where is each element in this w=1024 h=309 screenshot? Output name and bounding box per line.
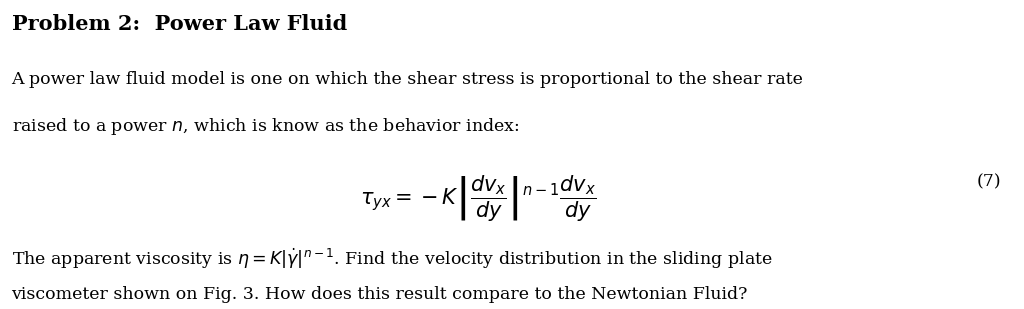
Text: (7): (7): [977, 174, 1001, 191]
Text: viscometer shown on Fig. 3. How does this result compare to the Newtonian Fluid?: viscometer shown on Fig. 3. How does thi…: [11, 286, 748, 303]
Text: The apparent viscosity is $\eta = K|\dot{\gamma}|^{n-1}$. Find the velocity dist: The apparent viscosity is $\eta = K|\dot…: [11, 247, 772, 271]
Text: raised to a power $n$, which is know as the behavior index:: raised to a power $n$, which is know as …: [11, 116, 519, 137]
Text: $\tau_{yx} = -K\left|\dfrac{dv_x}{dy}\right|^{n-1}\dfrac{dv_x}{dy}$: $\tau_{yx} = -K\left|\dfrac{dv_x}{dy}\ri…: [360, 174, 597, 224]
Text: A power law fluid model is one on which the shear stress is proportional to the : A power law fluid model is one on which …: [11, 71, 804, 88]
Text: Problem 2:  Power Law Fluid: Problem 2: Power Law Fluid: [11, 14, 347, 34]
